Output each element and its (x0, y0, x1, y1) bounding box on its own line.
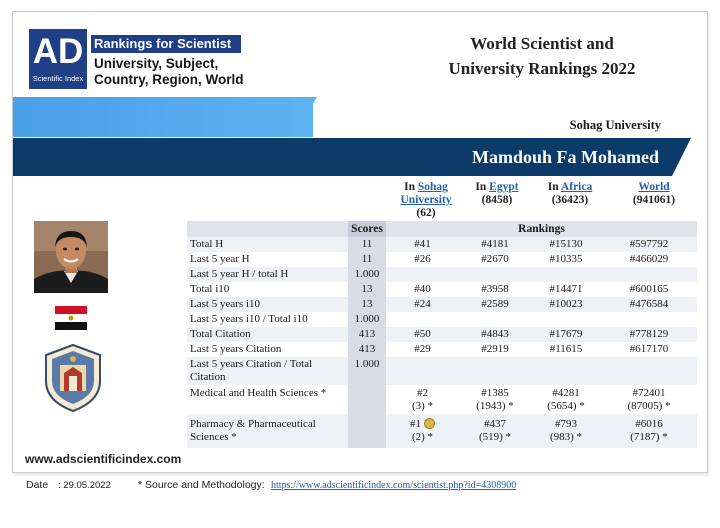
table-row: Total i10 13 #40 #3958 #14471 #600165 (190, 282, 669, 297)
brand-line-1: University, Subject, (94, 56, 219, 71)
ad-logo: AD Scientific Index (29, 29, 87, 89)
column-university: In Sohag University (62) (391, 181, 461, 220)
light-blue-band-tail (293, 97, 317, 137)
name-banner (13, 138, 691, 176)
university-count: (62) (416, 207, 436, 219)
scores-header: Scores (348, 221, 386, 237)
column-world: World (941061) (612, 181, 696, 207)
university-seal-icon (42, 343, 104, 413)
column-country-prefix: In (475, 181, 487, 193)
region-count: (36423) (551, 194, 589, 206)
table-row: Last 5 years Citation 413 #29 #2919 #116… (190, 342, 669, 357)
light-blue-band (13, 97, 313, 137)
table-row: Total Citation 413 #50 #4843 #17679 #778… (187, 327, 697, 342)
country-link[interactable]: Egypt (489, 181, 519, 193)
logo-subtitle: Scientific Index (32, 74, 84, 83)
column-university-prefix: In (404, 181, 415, 193)
date-label: Date (26, 479, 49, 491)
table-header-row: Scores Rankings (187, 221, 697, 237)
profile-photo (34, 221, 108, 293)
ranking-card: AD Scientific Index Rankings for Scienti… (12, 11, 708, 473)
page-title-line-2: University Rankings 2022 (448, 59, 636, 78)
website-url[interactable]: www.adscientificindex.com (25, 452, 182, 466)
column-region: In Africa (36423) (537, 181, 603, 207)
column-region-prefix: In (547, 181, 559, 193)
world-count: (941061) (632, 194, 676, 206)
brand-line-2: Country, Region, World (94, 72, 244, 87)
table-row: Last 5 year H / total H 1.000 (187, 267, 697, 282)
world-link[interactable]: World (638, 181, 670, 193)
scientist-name: Mamdouh Fa Mohamed (471, 147, 659, 167)
rankings-header: Rankings (386, 221, 697, 237)
page-title-line-1: World Scientist and (470, 34, 614, 53)
table-row: Last 5 years Citation / Total Citation 1… (187, 357, 697, 385)
column-country: In Egypt (8458) (465, 181, 529, 207)
table-row: Last 5 year H 11 #26 #2670 #10335 #46602… (190, 252, 669, 267)
ranking-table: Scores Rankings Total H 11 #41 #4181 #15… (187, 221, 697, 448)
table-row: Total H 11 #41 #4181 #15130 #597792 (187, 237, 697, 252)
source-label: * Source and Methodology: (138, 479, 265, 491)
logo-mark: AD (32, 32, 84, 71)
subject-row: Medical and Health Sciences * #2 (3) * #1… (190, 385, 671, 414)
country-count: (8458) (481, 194, 513, 206)
region-link[interactable]: Africa (560, 181, 593, 193)
egypt-flag-icon (55, 306, 87, 330)
university-link[interactable]: Sohag (417, 181, 448, 193)
university-link-2[interactable]: University (400, 194, 452, 206)
table-row: Last 5 years i10 13 #24 #2589 #10023 #47… (187, 297, 697, 312)
medal-icon (424, 418, 435, 429)
subject-row: Pharmacy & Pharmaceutical Sciences * #1 (2… (187, 414, 697, 448)
source-link[interactable]: https://www.adscientificindex.com/scient… (271, 480, 517, 491)
date-value: : 29.05.2022 (58, 480, 111, 491)
brand-banner: Rankings for Scientist (91, 35, 241, 53)
table-row: Last 5 years i10 / Total i10 1.000 (187, 312, 697, 327)
university-label: Sohag University (569, 118, 661, 132)
